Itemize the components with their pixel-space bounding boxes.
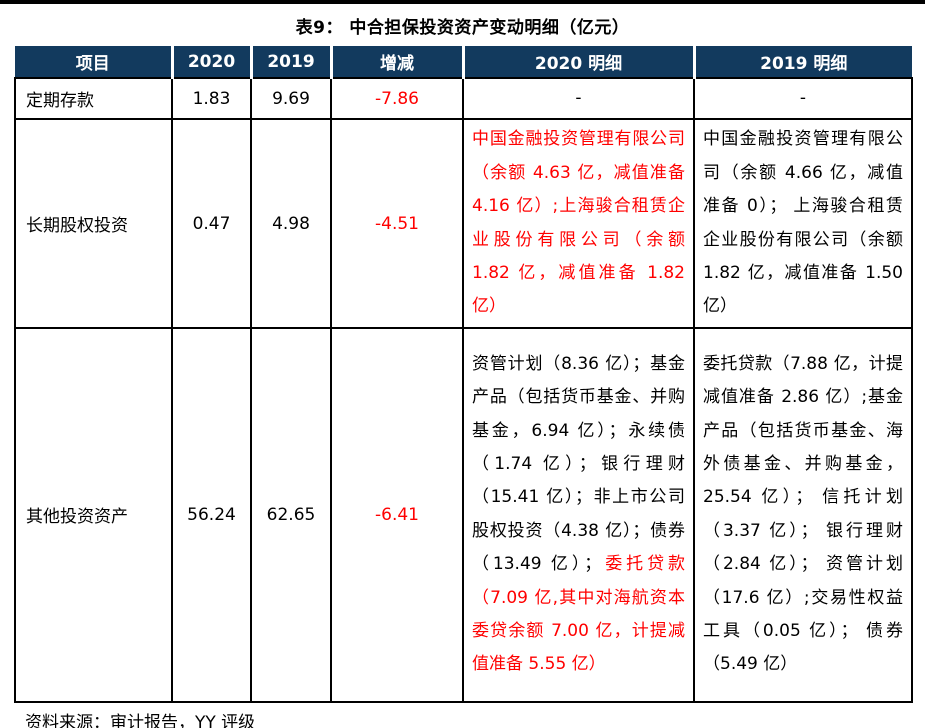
investment-assets-table: 项目 2020 2019 增减 2020 明细 2019 明细 定期存款 1.83 9.69-… (14, 46, 913, 703)
item-cell: 长期股权投资 (14, 118, 173, 329)
detail-text: - (575, 88, 582, 108)
value-2020-cell: 1.83 (171, 76, 252, 121)
table-row: 定期存款 1.83 9.69 -7.86 - - (14, 76, 913, 121)
value-2020-cell: 56.24 (171, 326, 252, 703)
detail-2019-cell: 中国金融投资管理有限公司（余额 4.66 亿，减值准备 0）； 上海骏合租赁企业… (693, 118, 913, 329)
detail-text: 资管计划（8.36 亿）；基金产品（包括货币基金、并购基金，6.94 亿）；永续… (472, 353, 685, 575)
detail-text-red: 中国金融投资管理有限公司（余额 4.63 亿，减值准备 4.16 亿）;上海骏合… (472, 129, 685, 317)
item-cell: 定期存款 (14, 76, 173, 121)
table-title: 表9： 中合担保投资资产变动明细（亿元） (295, 18, 630, 38)
detail-text: 中国金融投资管理有限公司（余额 4.66 亿，减值准备 0）； 上海骏合租赁企业… (703, 129, 903, 317)
value-2019-cell: 9.69 (250, 76, 332, 121)
column-header-2: 2019 (249, 46, 331, 78)
detail-2020-cell: - (462, 76, 695, 121)
column-header-4: 2020 明细 (461, 46, 694, 78)
detail-text: - (799, 88, 807, 108)
source-note: 资料来源：审计报告，YY 评级 (25, 712, 256, 728)
column-header-1: 2020 (170, 46, 251, 78)
change-cell: -7.86 (330, 76, 464, 121)
change-cell: -6.41 (330, 326, 464, 703)
value-2020-cell: 0.47 (171, 118, 252, 329)
column-header-0: 项目 (15, 46, 172, 78)
item-cell: 其他投资资产 (14, 326, 173, 703)
detail-text-red: 委托贷款（7.09 亿,其中对海航资本委贷余额 7.00 亿，计提减值准备 5.… (472, 554, 686, 675)
top-rule (0, 0, 925, 4)
change-cell: -4.51 (330, 118, 464, 329)
detail-2020-cell: 中国金融投资管理有限公司（余额 4.63 亿，减值准备 4.16 亿）;上海骏合… (462, 118, 695, 329)
value-2019-cell: 62.65 (250, 326, 332, 703)
table-row: 长期股权投资 0.47 4.98 -4.51 中国金融投资管理有限公司（余额 4.63 … (14, 118, 913, 329)
detail-2019-cell: - (693, 76, 913, 121)
table-row: 其他投资资产 56.24 62.65 -6.41 资管计划（8.36 亿）；基金产品（包… (14, 326, 913, 703)
detail-2020-cell: 资管计划（8.36 亿）；基金产品（包括货币基金、并购基金，6.94 亿）；永续… (462, 326, 695, 703)
column-header-5: 2019 明细 (692, 46, 912, 78)
table-body: 定期存款 1.83 9.69 -7.86- - 长期股权投资 0.47 4.98 -4.51 中国… (14, 76, 913, 703)
column-header-3: 增减 (329, 46, 463, 78)
value-2019-cell: 4.98 (250, 118, 332, 329)
detail-text: 委托贷款（7.88 亿，计提减值准备 2.86 亿）;基金产品（包括货币基金、海… (703, 353, 903, 675)
header-row: 项目 2020 2019 增减 2020 明细 2019 明细 (15, 46, 912, 78)
detail-2019-cell: 委托贷款（7.88 亿，计提减值准备 2.86 亿）;基金产品（包括货币基金、海… (693, 326, 913, 703)
